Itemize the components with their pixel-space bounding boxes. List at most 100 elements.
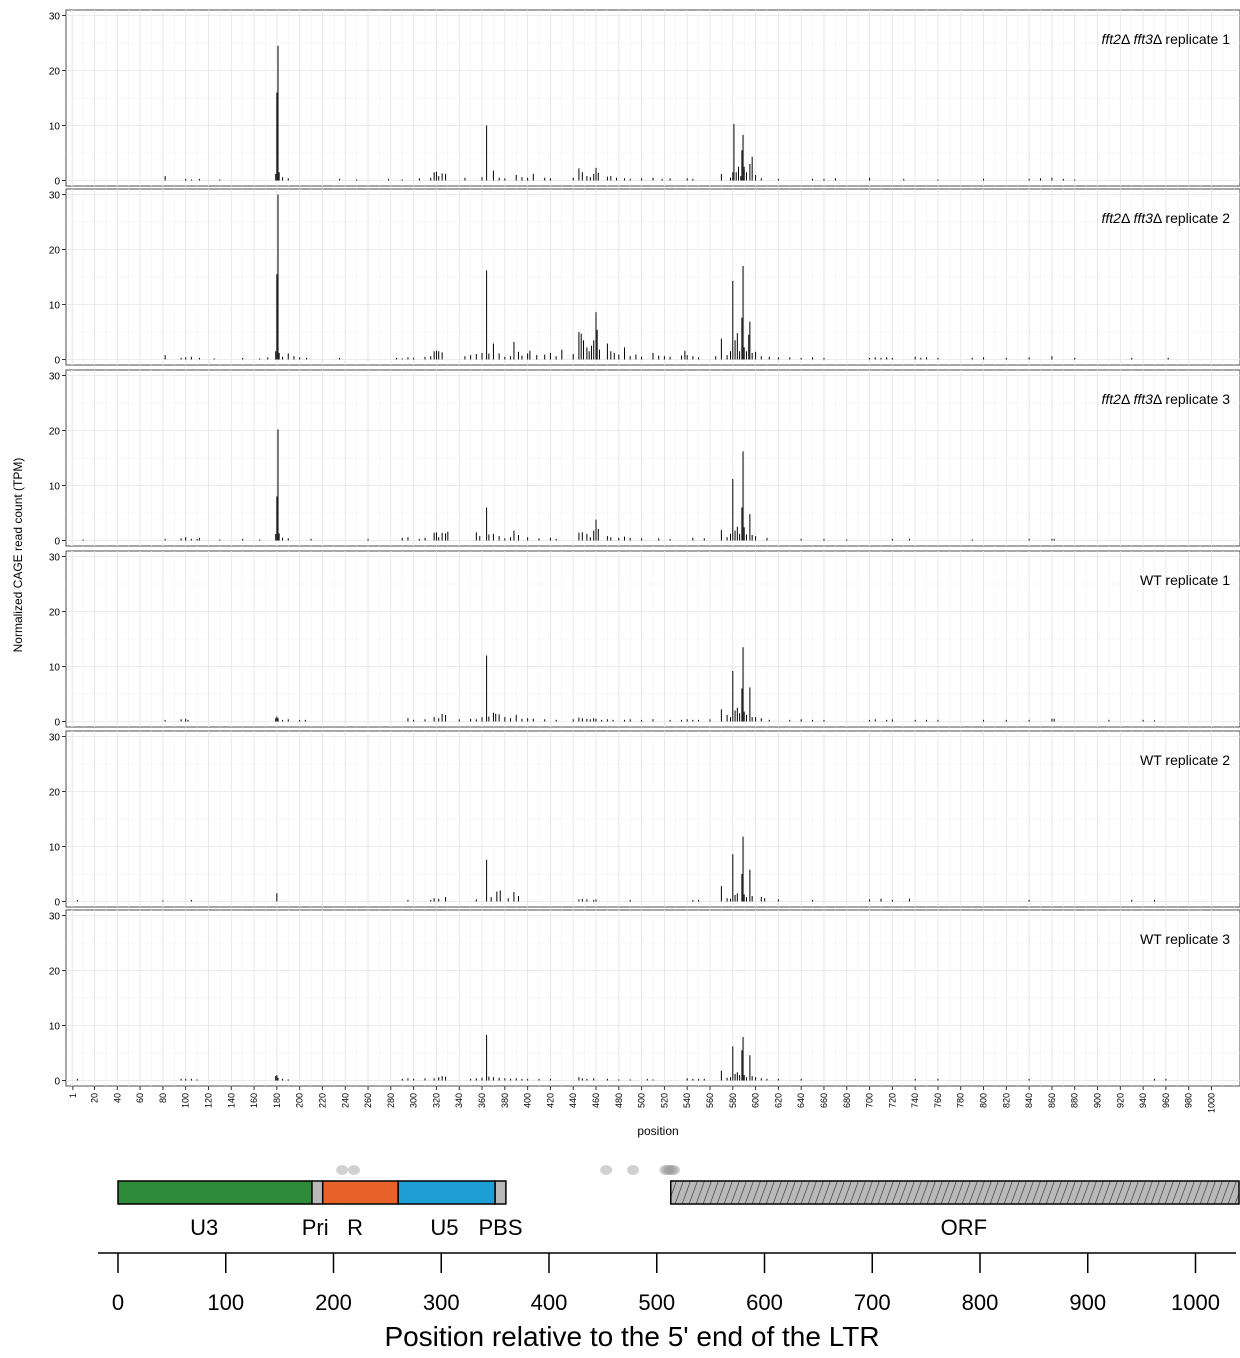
y-tick-label: 30: [49, 912, 61, 923]
x-tick-label: 800: [979, 1093, 989, 1108]
x-tick-label: 400: [523, 1093, 533, 1108]
x-tick-label: 780: [956, 1093, 966, 1108]
diagram-axis-tick-label: 0: [112, 1290, 124, 1315]
panel-label: fft2Δ fft3Δ replicate 2: [1102, 210, 1231, 226]
panel-6: 0 10 20 30 WT replicate 3: [49, 909, 1240, 1088]
x-tick-label: 860: [1047, 1093, 1057, 1108]
diagram-axis-tick-label: 400: [531, 1290, 568, 1315]
y-tick-label: 30: [49, 191, 61, 202]
orf-label: ORF: [941, 1215, 987, 1240]
y-tick-label: 10: [49, 122, 61, 133]
y-tick-label: 10: [49, 843, 61, 854]
x-tick-label: 980: [1184, 1093, 1194, 1108]
diagram-axis-tick-label: 1000: [1171, 1290, 1220, 1315]
x-tick-label: 1000: [1207, 1093, 1217, 1113]
x-tick-label: 720: [887, 1093, 897, 1108]
x-tick-label: 380: [500, 1093, 510, 1108]
x-tick-label: 280: [386, 1093, 396, 1108]
x-tick-label: 240: [340, 1093, 350, 1108]
diagram-axis-title: Position relative to the 5' end of the L…: [384, 1321, 879, 1352]
tss-dot: [665, 1165, 678, 1175]
panel-label: WT replicate 3: [1140, 931, 1230, 947]
diagram-axis-tick-label: 600: [746, 1290, 783, 1315]
x-tick-label: 820: [1001, 1093, 1011, 1108]
panel-2: 0 10 20 30 fft2Δ fft3Δ replicate 2: [49, 188, 1240, 367]
x-tick-label: 580: [728, 1093, 738, 1108]
x-tick-label: 540: [682, 1093, 692, 1108]
x-tick-label: 520: [659, 1093, 669, 1108]
y-tick-label: 30: [49, 553, 61, 564]
x-tick-label: 340: [454, 1093, 464, 1108]
ltr-segment: [117, 1180, 313, 1205]
diagram-axis-tick-label: 500: [638, 1290, 675, 1315]
diagram-axis-tick-label: 700: [854, 1290, 891, 1315]
segment-label: U5: [430, 1215, 458, 1240]
x-tick-label: 260: [363, 1093, 373, 1108]
panel-1: 0 10 20 30 fft2Δ fft3Δ replicate 1: [49, 9, 1240, 188]
y-tick-label: 0: [54, 537, 60, 548]
ltr-segment: [321, 1180, 399, 1205]
panel-5: 0 10 20 30 WT replicate 2: [49, 730, 1240, 909]
x-tick-label: 20: [89, 1093, 99, 1103]
segment-label: Pri: [302, 1215, 329, 1240]
diagram-axis-tick-label: 800: [962, 1290, 999, 1315]
x-tick-label: 900: [1093, 1093, 1103, 1108]
x-tick-label: 180: [272, 1093, 282, 1108]
y-axis-label: Normalized CAGE read count (TPM): [11, 458, 25, 653]
y-tick-label: 20: [49, 608, 61, 619]
ltr-segment: [311, 1180, 324, 1205]
panel-label: WT replicate 2: [1140, 752, 1230, 768]
x-tick-label: 660: [819, 1093, 829, 1108]
x-tick-label: 60: [135, 1093, 145, 1103]
x-tick-label: 200: [295, 1093, 305, 1108]
panel-label: fft2Δ fft3Δ replicate 3: [1102, 391, 1231, 407]
y-tick-label: 0: [54, 177, 60, 188]
y-tick-label: 30: [49, 733, 61, 744]
tss-dot: [659, 1165, 672, 1175]
x-tick-label: 620: [773, 1093, 783, 1108]
x-tick-label: 300: [409, 1093, 419, 1108]
x-tick-label: 140: [226, 1093, 236, 1108]
x-axis-ticks: 1 20 40 60 80 100 120 140 160 180 200 220 240 260 280 3…: [68, 1086, 1217, 1113]
tss-dot: [667, 1165, 680, 1175]
segment-label: PBS: [478, 1215, 522, 1240]
x-axis-label: position: [637, 1124, 678, 1138]
diagram-axis-tick-label: 900: [1069, 1290, 1106, 1315]
x-tick-label: 840: [1024, 1093, 1034, 1108]
y-tick-label: 20: [49, 427, 61, 438]
ltr-diagram: U3 Pri R U5 PBS ORF 0 100 200 300 400 500 600 700 800 9…: [98, 1165, 1240, 1315]
panel-label: fft2Δ fft3Δ replicate 1: [1102, 31, 1231, 47]
diagram-axis-tick-label: 200: [315, 1290, 352, 1315]
y-tick-label: 10: [49, 482, 61, 493]
x-tick-label: 420: [545, 1093, 555, 1108]
x-tick-label: 680: [842, 1093, 852, 1108]
tss-dot: [661, 1165, 674, 1175]
x-tick-label: 700: [865, 1093, 875, 1108]
panel-label: WT replicate 1: [1140, 572, 1230, 588]
tss-dot: [663, 1165, 676, 1175]
x-tick-label: 320: [431, 1093, 441, 1108]
y-tick-label: 10: [49, 301, 61, 312]
y-tick-label: 20: [49, 967, 61, 978]
segment-label: R: [347, 1215, 363, 1240]
x-tick-label: 360: [477, 1093, 487, 1108]
x-tick-label: 100: [181, 1093, 191, 1108]
x-tick-label: 160: [249, 1093, 259, 1108]
ltr-segment: [397, 1180, 496, 1205]
panels-group: 0 10 20 30 fft2Δ fft3Δ replicate 1 0 10 20 30 fft…: [49, 9, 1240, 1088]
tss-dot: [627, 1165, 640, 1175]
y-tick-label: 0: [54, 718, 60, 729]
x-tick-label: 460: [591, 1093, 601, 1108]
orf-box: [670, 1180, 1240, 1205]
panel-4: 0 10 20 30 WT replicate 1: [49, 550, 1240, 729]
x-tick-label: 480: [614, 1093, 624, 1108]
y-tick-label: 30: [49, 12, 61, 23]
diagram-axis-tick-label: 300: [423, 1290, 460, 1315]
y-tick-label: 20: [49, 67, 61, 78]
y-tick-label: 0: [54, 898, 60, 909]
tss-dot: [600, 1165, 613, 1175]
x-tick-label: 1: [68, 1093, 78, 1098]
x-tick-label: 220: [317, 1093, 327, 1108]
x-tick-label: 80: [158, 1093, 168, 1103]
